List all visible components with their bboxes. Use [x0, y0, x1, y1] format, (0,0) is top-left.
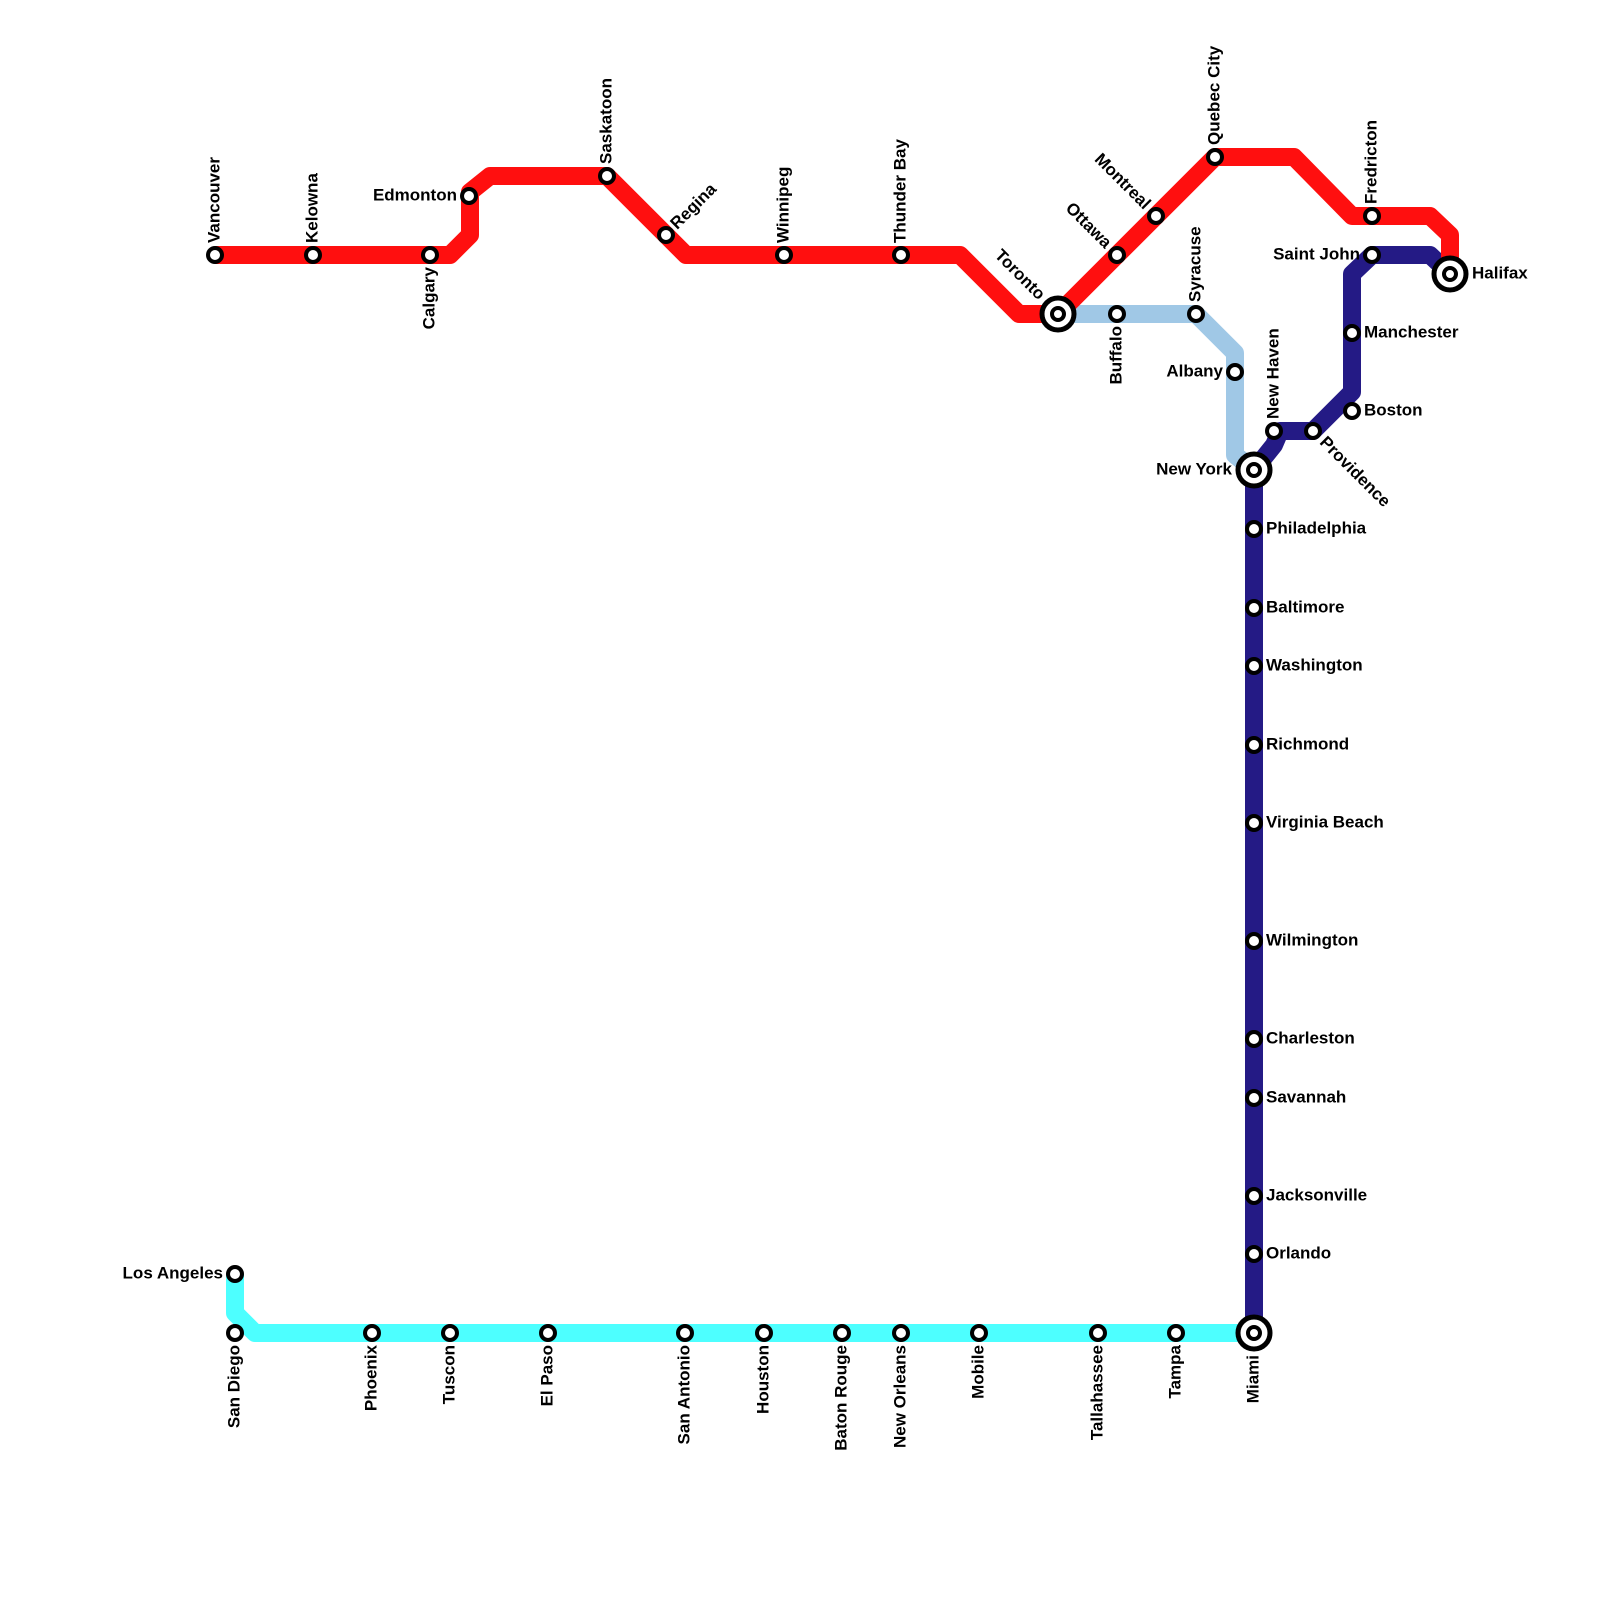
station-label: Vancouver [204, 157, 223, 243]
stations: Vancouver Kelowna Calgary Edmonton Saskatoon… [123, 45, 1529, 1451]
station-label: Virginia Beach [1266, 812, 1384, 831]
station-label: Tuscon [439, 1345, 458, 1404]
station-label: Jacksonville [1266, 1185, 1367, 1204]
station [1245, 1030, 1263, 1048]
station-label: Kelowna [302, 173, 321, 243]
station [1363, 207, 1381, 225]
station-label: San Diego [224, 1345, 243, 1428]
station-label: El Paso [537, 1345, 556, 1406]
station [1245, 1245, 1263, 1263]
station-label: Phoenix [361, 1344, 380, 1411]
station [1089, 1324, 1107, 1342]
station [775, 246, 793, 264]
station [1108, 305, 1126, 323]
station-label: Saint John [1273, 244, 1360, 263]
interchange-center [1246, 462, 1262, 478]
station [421, 246, 439, 264]
station [970, 1324, 988, 1342]
station-label: New Haven [1263, 328, 1282, 419]
station-label: Boston [1364, 400, 1423, 419]
station-label: Tallahassee [1087, 1345, 1106, 1440]
station [833, 1324, 851, 1342]
station [1245, 932, 1263, 950]
station-label: Thunder Bay [890, 139, 909, 243]
station-label: Buffalo [1106, 326, 1125, 385]
station [1206, 148, 1224, 166]
station [1245, 736, 1263, 754]
station [304, 246, 322, 264]
station-label: Baton Rouge [831, 1345, 850, 1451]
station-label: New Orleans [890, 1345, 909, 1448]
station-label: Charleston [1266, 1028, 1355, 1047]
station-label: Manchester [1364, 322, 1459, 341]
station [892, 246, 910, 264]
station [1245, 814, 1263, 832]
station-label: Calgary [419, 266, 438, 329]
station [1167, 1324, 1185, 1342]
station [1265, 422, 1283, 440]
station [1245, 1089, 1263, 1107]
station-label: New York [1156, 459, 1232, 478]
station-label: Albany [1166, 361, 1223, 380]
station-label: Orlando [1266, 1243, 1331, 1262]
interchange-center [1050, 306, 1066, 322]
station [657, 226, 675, 244]
station-label: Miami [1243, 1355, 1262, 1403]
station-label: Houston [753, 1345, 772, 1414]
station [676, 1324, 694, 1342]
station [363, 1324, 381, 1342]
station [1245, 1187, 1263, 1205]
station-label: Mobile [968, 1345, 987, 1399]
station-label: Halifax [1472, 263, 1528, 282]
station [1147, 207, 1165, 225]
station-label: Los Angeles [123, 1263, 223, 1282]
station [1245, 520, 1263, 538]
station [892, 1324, 910, 1342]
station [539, 1324, 557, 1342]
station-label: Richmond [1266, 734, 1349, 753]
station [1245, 657, 1263, 675]
station [598, 167, 616, 185]
station [1108, 246, 1126, 264]
station [206, 246, 224, 264]
station [1304, 422, 1322, 440]
station [1187, 305, 1205, 323]
station [1343, 402, 1361, 420]
station [755, 1324, 773, 1342]
interchange-center [1246, 1325, 1262, 1341]
station-label: Edmonton [373, 185, 457, 204]
station-label: Washington [1266, 655, 1363, 674]
station-label: Winnipeg [773, 167, 792, 243]
station-label: Baltimore [1266, 597, 1344, 616]
station-label: Philadelphia [1266, 518, 1367, 537]
station [226, 1324, 244, 1342]
station [1226, 363, 1244, 381]
station-label: Wilmington [1266, 930, 1358, 949]
station-label: Syracuse [1185, 226, 1204, 302]
station [460, 187, 478, 205]
station-label: Saskatoon [596, 78, 615, 164]
station-label: Savannah [1266, 1087, 1346, 1106]
interchange-center [1442, 266, 1458, 282]
line-red [215, 148, 1459, 323]
station-label: Tampa [1165, 1344, 1184, 1398]
station-label: Quebec City [1204, 45, 1223, 145]
station [441, 1324, 459, 1342]
station [1245, 599, 1263, 617]
line-cyan [226, 1274, 1254, 1342]
station [226, 1265, 244, 1283]
station-label: Fredricton [1361, 120, 1380, 204]
station [1363, 246, 1381, 264]
station [1343, 324, 1361, 342]
station-label: San Antonio [674, 1345, 693, 1444]
